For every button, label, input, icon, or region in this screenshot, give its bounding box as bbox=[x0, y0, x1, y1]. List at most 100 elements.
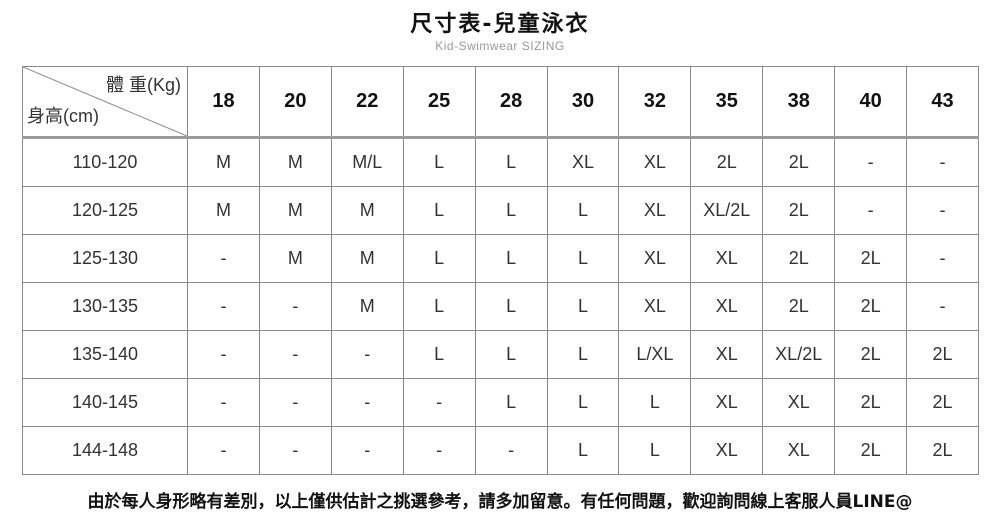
table-header-row: 體 重(Kg) 身高(cm) 18 20 22 25 28 30 32 35 38 40 43 bbox=[22, 66, 979, 139]
footnote: 由於每人身形略有差別，以上僅供估計之挑選參考，請多加留意。有任何問題，歡迎詢問線… bbox=[87, 492, 913, 512]
table-row: 135-140- - - L L L L/XL XL XL/2L 2L 2L bbox=[22, 330, 979, 379]
size-cell: L bbox=[402, 234, 476, 283]
size-cell: - bbox=[187, 426, 260, 475]
height-range-cell: 140-145 bbox=[22, 378, 188, 427]
size-cell: XL bbox=[690, 282, 764, 331]
weight-header-32: 32 bbox=[618, 66, 692, 139]
size-cell: L bbox=[474, 282, 548, 331]
size-cell: 2L bbox=[834, 330, 908, 379]
size-cell: 2L bbox=[834, 234, 908, 283]
size-cell: - bbox=[906, 186, 979, 235]
size-cell: M bbox=[187, 137, 260, 187]
size-cell: 2L bbox=[762, 137, 836, 187]
size-cell: XL/2L bbox=[690, 186, 764, 235]
size-cell: 2L bbox=[906, 426, 979, 475]
size-cell: - bbox=[474, 426, 548, 475]
size-cell: XL bbox=[762, 426, 836, 475]
size-cell: L bbox=[402, 330, 476, 379]
page-subtitle: Kid-Swimwear SIZING bbox=[435, 39, 565, 53]
size-cell: - bbox=[187, 378, 260, 427]
size-cell: M bbox=[330, 282, 404, 331]
size-cell: - bbox=[906, 234, 979, 283]
weight-header-38: 38 bbox=[762, 66, 836, 139]
size-cell: L bbox=[474, 330, 548, 379]
size-cell: 2L bbox=[762, 234, 836, 283]
size-cell: XL/2L bbox=[762, 330, 836, 379]
table-row: 125-130- M M L L L XL XL 2L 2L - bbox=[22, 234, 979, 283]
size-cell: 2L bbox=[834, 378, 908, 427]
size-cell: XL bbox=[618, 186, 692, 235]
weight-header-22: 22 bbox=[330, 66, 404, 139]
size-cell: M bbox=[330, 186, 404, 235]
height-axis-label: 身高(cm) bbox=[27, 106, 99, 126]
size-cell: XL bbox=[762, 378, 836, 427]
size-cell: - bbox=[258, 282, 332, 331]
height-range-cell: 125-130 bbox=[22, 234, 188, 283]
size-cell: - bbox=[330, 378, 404, 427]
size-cell: - bbox=[402, 378, 476, 427]
size-cell: - bbox=[906, 282, 979, 331]
weight-header-28: 28 bbox=[474, 66, 548, 139]
corner-header-cell: 體 重(Kg) 身高(cm) bbox=[22, 66, 188, 139]
table-row: 130-135- - M L L L XL XL 2L 2L - bbox=[22, 282, 979, 331]
size-cell: - bbox=[834, 137, 908, 187]
table-row: 110-120 M M M/L L L XL XL 2L 2L - - bbox=[22, 137, 979, 187]
size-cell: XL bbox=[618, 282, 692, 331]
size-cell: XL bbox=[690, 330, 764, 379]
size-cell: 2L bbox=[834, 282, 908, 331]
size-cell: L bbox=[546, 186, 620, 235]
size-cell: L bbox=[546, 282, 620, 331]
size-cell: 2L bbox=[906, 330, 979, 379]
weight-header-25: 25 bbox=[402, 66, 476, 139]
size-cell: L bbox=[402, 137, 476, 187]
size-cell: - bbox=[187, 330, 260, 379]
size-cell: XL bbox=[690, 426, 764, 475]
size-cell: M bbox=[258, 234, 332, 283]
size-cell: - bbox=[187, 282, 260, 331]
weight-header-35: 35 bbox=[690, 66, 764, 139]
size-cell: - bbox=[834, 186, 908, 235]
size-cell: XL bbox=[618, 137, 692, 187]
weight-header-30: 30 bbox=[546, 66, 620, 139]
weight-header-43: 43 bbox=[906, 66, 979, 139]
size-cell: L bbox=[474, 137, 548, 187]
size-cell: XL bbox=[546, 137, 620, 187]
size-cell: M/L bbox=[330, 137, 404, 187]
size-cell: 2L bbox=[690, 137, 764, 187]
size-cell: L bbox=[546, 426, 620, 475]
height-range-cell: 130-135 bbox=[22, 282, 188, 331]
size-cell: L bbox=[618, 378, 692, 427]
size-cell: - bbox=[187, 234, 260, 283]
size-cell: 2L bbox=[762, 186, 836, 235]
height-range-cell: 110-120 bbox=[22, 137, 188, 187]
size-cell: - bbox=[330, 330, 404, 379]
weight-header-20: 20 bbox=[258, 66, 332, 139]
size-cell: M bbox=[187, 186, 260, 235]
size-cell: - bbox=[330, 426, 404, 475]
size-cell: - bbox=[402, 426, 476, 475]
height-range-cell: 144-148 bbox=[22, 426, 188, 475]
size-cell: XL bbox=[690, 234, 764, 283]
page-title: 尺寸表-兒童泳衣 bbox=[410, 12, 590, 37]
table-row: 140-145- - - - L L L XL XL 2L 2L bbox=[22, 378, 979, 427]
size-cell: L bbox=[546, 378, 620, 427]
size-cell: L bbox=[546, 234, 620, 283]
size-cell: M bbox=[258, 137, 332, 187]
size-cell: L bbox=[402, 282, 476, 331]
size-cell: - bbox=[258, 330, 332, 379]
size-cell: 2L bbox=[834, 426, 908, 475]
size-cell: L bbox=[474, 186, 548, 235]
size-cell: XL bbox=[618, 234, 692, 283]
weight-header-40: 40 bbox=[834, 66, 908, 139]
height-range-cell: 135-140 bbox=[22, 330, 188, 379]
height-range-cell: 120-125 bbox=[22, 186, 188, 235]
weight-header-18: 18 bbox=[187, 66, 260, 139]
size-cell: 2L bbox=[762, 282, 836, 331]
size-cell: - bbox=[258, 378, 332, 427]
size-cell: - bbox=[258, 426, 332, 475]
size-cell: M bbox=[258, 186, 332, 235]
diagonal-divider bbox=[23, 67, 187, 136]
size-cell: L bbox=[474, 234, 548, 283]
size-cell: M bbox=[330, 234, 404, 283]
size-cell: - bbox=[906, 137, 979, 187]
